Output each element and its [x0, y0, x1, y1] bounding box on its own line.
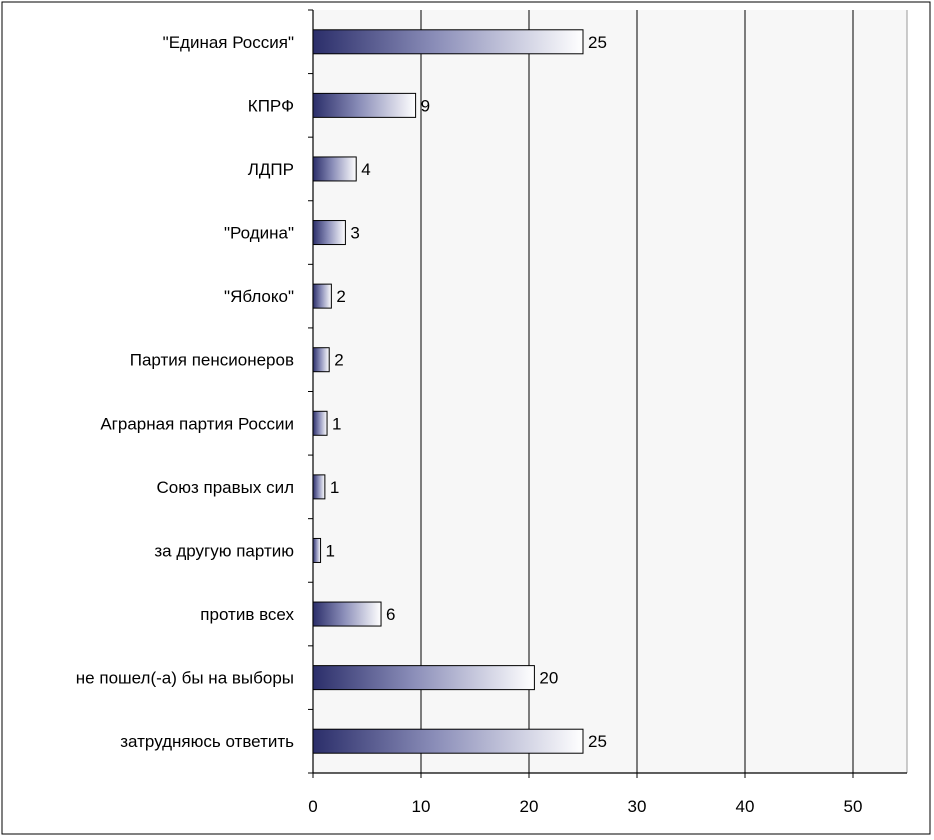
value-label: 20	[539, 669, 558, 688]
x-tick-label: 50	[844, 797, 863, 816]
bar	[312, 29, 584, 55]
bar	[312, 728, 584, 754]
bar	[312, 665, 535, 691]
value-label: 25	[588, 33, 607, 52]
value-label: 4	[361, 160, 370, 179]
category-label: Аграрная партия России	[100, 414, 294, 433]
value-label: 25	[588, 732, 607, 751]
value-label: 1	[330, 478, 339, 497]
value-label: 3	[350, 224, 359, 243]
bar	[312, 410, 328, 436]
x-tick-label: 10	[412, 797, 431, 816]
bar	[312, 347, 330, 373]
bar	[312, 283, 332, 309]
x-tick-label: 40	[736, 797, 755, 816]
bar	[312, 92, 417, 118]
category-label: "Единая Россия"	[163, 33, 294, 52]
bar	[312, 474, 326, 500]
category-label: против всех	[200, 605, 294, 624]
category-label: "Родина"	[224, 224, 294, 243]
x-tick-label: 0	[308, 797, 317, 816]
value-label: 1	[326, 541, 335, 560]
value-label: 1	[332, 414, 341, 433]
bar	[312, 220, 346, 246]
category-label: Союз правых сил	[156, 478, 294, 497]
bar	[312, 537, 322, 563]
category-label: Партия пенсионеров	[130, 351, 294, 370]
value-label: 2	[336, 287, 345, 306]
category-label: "Яблоко"	[224, 287, 294, 306]
category-label: затрудняюсь ответить	[120, 732, 294, 751]
value-label: 9	[421, 96, 430, 115]
category-label: КПРФ	[248, 96, 294, 115]
value-label: 2	[334, 351, 343, 370]
category-label: ЛДПР	[248, 160, 294, 179]
plot-area	[313, 10, 907, 773]
x-tick-label: 20	[520, 797, 539, 816]
category-label: не пошел(-а) бы на выборы	[76, 669, 294, 688]
value-label: 6	[386, 605, 395, 624]
category-label: за другую партию	[154, 541, 294, 560]
bar	[312, 601, 382, 627]
x-tick-label: 30	[628, 797, 647, 816]
bar	[312, 156, 357, 182]
